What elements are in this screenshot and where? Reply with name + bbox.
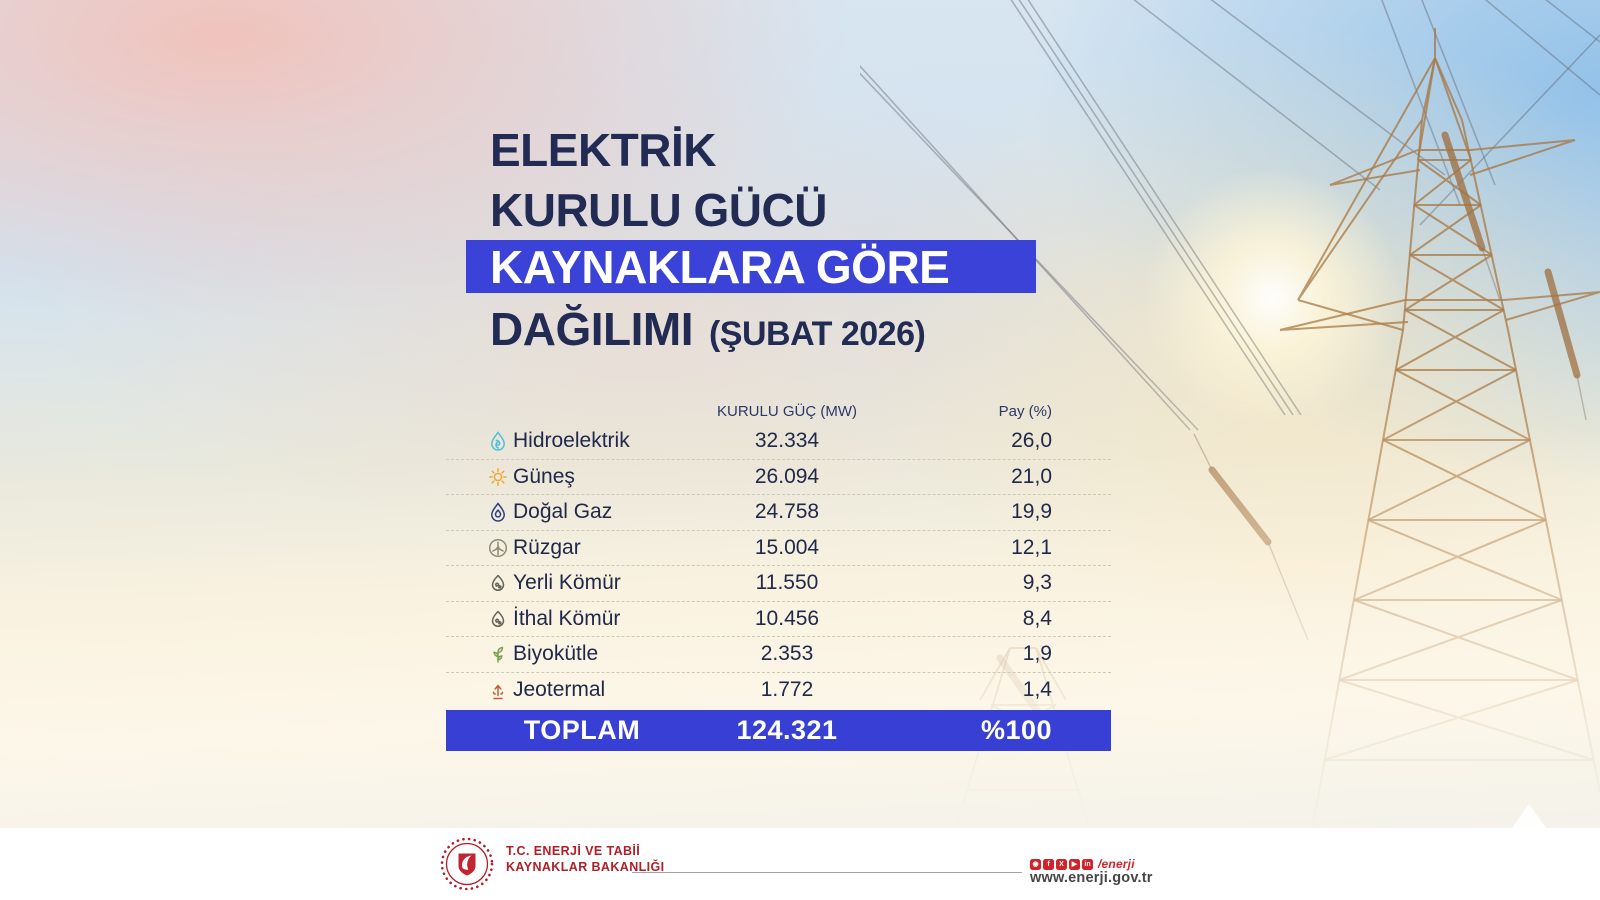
row-label: Biyokütle	[513, 642, 599, 666]
instagram-icon: ◉	[1030, 858, 1041, 870]
facebook-icon: f	[1043, 858, 1054, 870]
total-label: TOPLAM	[523, 715, 641, 745]
title-block: ELEKTRİK KURULU GÜCÜ KAYNAKLARA GÖRE DAĞ…	[466, 120, 1036, 355]
table-row-hidroelektrik: Hidroelektrik 32.334 26,0	[446, 424, 1111, 460]
row-capacity: 1.772	[760, 678, 814, 702]
social-media-row: ◉ f X ▶ in /enerji	[1030, 857, 1135, 871]
tower-lattice	[1279, 28, 1600, 830]
table-row-ithal-komur: İthal Kömür 10.456 8,4	[446, 602, 1111, 637]
row-label: Güneş	[513, 464, 575, 488]
row-capacity: 32.334	[754, 429, 820, 453]
title-line-4: DAĞILIMI (ŞUBAT 2026)	[490, 302, 926, 356]
hydro-icon	[487, 430, 513, 452]
row-share: 26,0	[1011, 429, 1052, 453]
title-line-4-main: DAĞILIMI	[490, 303, 693, 355]
wind-icon	[487, 537, 513, 559]
footer-pointer-arrow	[1512, 804, 1546, 828]
row-share: 12,1	[1011, 535, 1052, 559]
row-label: İthal Kömür	[513, 606, 621, 630]
ministry-name-line2: KAYNAKLAR BAKANLIĞI	[506, 860, 665, 874]
ministry-name-line1: T.C. ENERJİ VE TABİİ	[506, 844, 641, 858]
sun-icon	[487, 466, 513, 488]
capacity-table: KURULU GÜÇ (MW) Pay (%) Hidroelektrik 32…	[446, 398, 1111, 751]
row-capacity: 24.758	[754, 500, 820, 524]
row-share: 8,4	[1022, 606, 1052, 630]
row-share: 9,3	[1022, 571, 1052, 595]
column-header-share: Pay (%)	[998, 402, 1052, 420]
column-header-capacity: KURULU GÜÇ (MW)	[717, 402, 857, 420]
title-highlight-text: KAYNAKLARA GÖRE	[490, 240, 950, 293]
coal-icon	[487, 572, 513, 594]
gas-icon	[487, 501, 513, 523]
total-capacity: 124.321	[736, 715, 838, 745]
power-cables	[860, 0, 1600, 431]
title-date-note: (ŞUBAT 2026)	[708, 315, 926, 353]
row-label: Yerli Kömür	[513, 571, 621, 595]
row-share: 1,9	[1022, 642, 1052, 666]
row-share: 21,0	[1011, 464, 1052, 488]
table-row-jeotermal: Jeotermal 1.772 1,4	[446, 673, 1111, 709]
linkedin-icon: in	[1082, 858, 1093, 870]
table-row-biyokutle: Biyokütle 2.353 1,9	[446, 637, 1111, 673]
row-label: Jeotermal	[513, 678, 606, 702]
row-share: 1,4	[1022, 678, 1052, 702]
row-capacity: 10.456	[754, 606, 820, 630]
total-share: %100	[980, 715, 1052, 745]
total-row: TOPLAM 124.321 %100	[446, 710, 1111, 751]
table-header: KURULU GÜÇ (MW) Pay (%)	[446, 398, 1111, 424]
website-url: www.enerji.gov.tr	[1030, 870, 1153, 886]
row-label: Doğal Gaz	[513, 500, 613, 524]
title-line-1: ELEKTRİK	[490, 124, 716, 176]
youtube-icon: ▶	[1069, 858, 1080, 870]
row-capacity: 26.094	[754, 464, 820, 488]
table-row-gunes: Güneş 26.094 21,0	[446, 460, 1111, 495]
row-label: Rüzgar	[513, 535, 581, 559]
biomass-icon	[487, 643, 513, 665]
twitter-icon: X	[1056, 858, 1067, 870]
social-handle: /enerji	[1098, 857, 1135, 871]
table-row-ruzgar: Rüzgar 15.004 12,1	[446, 531, 1111, 566]
row-label: Hidroelektrik	[513, 429, 630, 453]
footer-divider-line	[632, 872, 1022, 873]
table-row-yerli-komur: Yerli Kömür 11.550 9,3	[446, 566, 1111, 602]
row-capacity: 2.353	[760, 642, 814, 666]
ministry-name: T.C. ENERJİ VE TABİİ KAYNAKLAR BAKANLIĞI	[506, 843, 665, 875]
table-row-dogal-gaz: Doğal Gaz 24.758 19,9	[446, 495, 1111, 531]
row-share: 19,9	[1011, 500, 1052, 524]
geothermal-icon	[487, 679, 513, 701]
row-capacity: 15.004	[754, 535, 820, 559]
ministry-logo	[440, 837, 494, 891]
title-highlight-bar: KAYNAKLARA GÖRE	[466, 240, 1036, 293]
footer: T.C. ENERJİ VE TABİİ KAYNAKLAR BAKANLIĞI…	[0, 828, 1600, 900]
row-capacity: 11.550	[755, 571, 819, 595]
insulator-links	[1193, 247, 1587, 641]
title-line-2: KURULU GÜCÜ	[490, 184, 827, 236]
coal-icon	[487, 608, 513, 630]
